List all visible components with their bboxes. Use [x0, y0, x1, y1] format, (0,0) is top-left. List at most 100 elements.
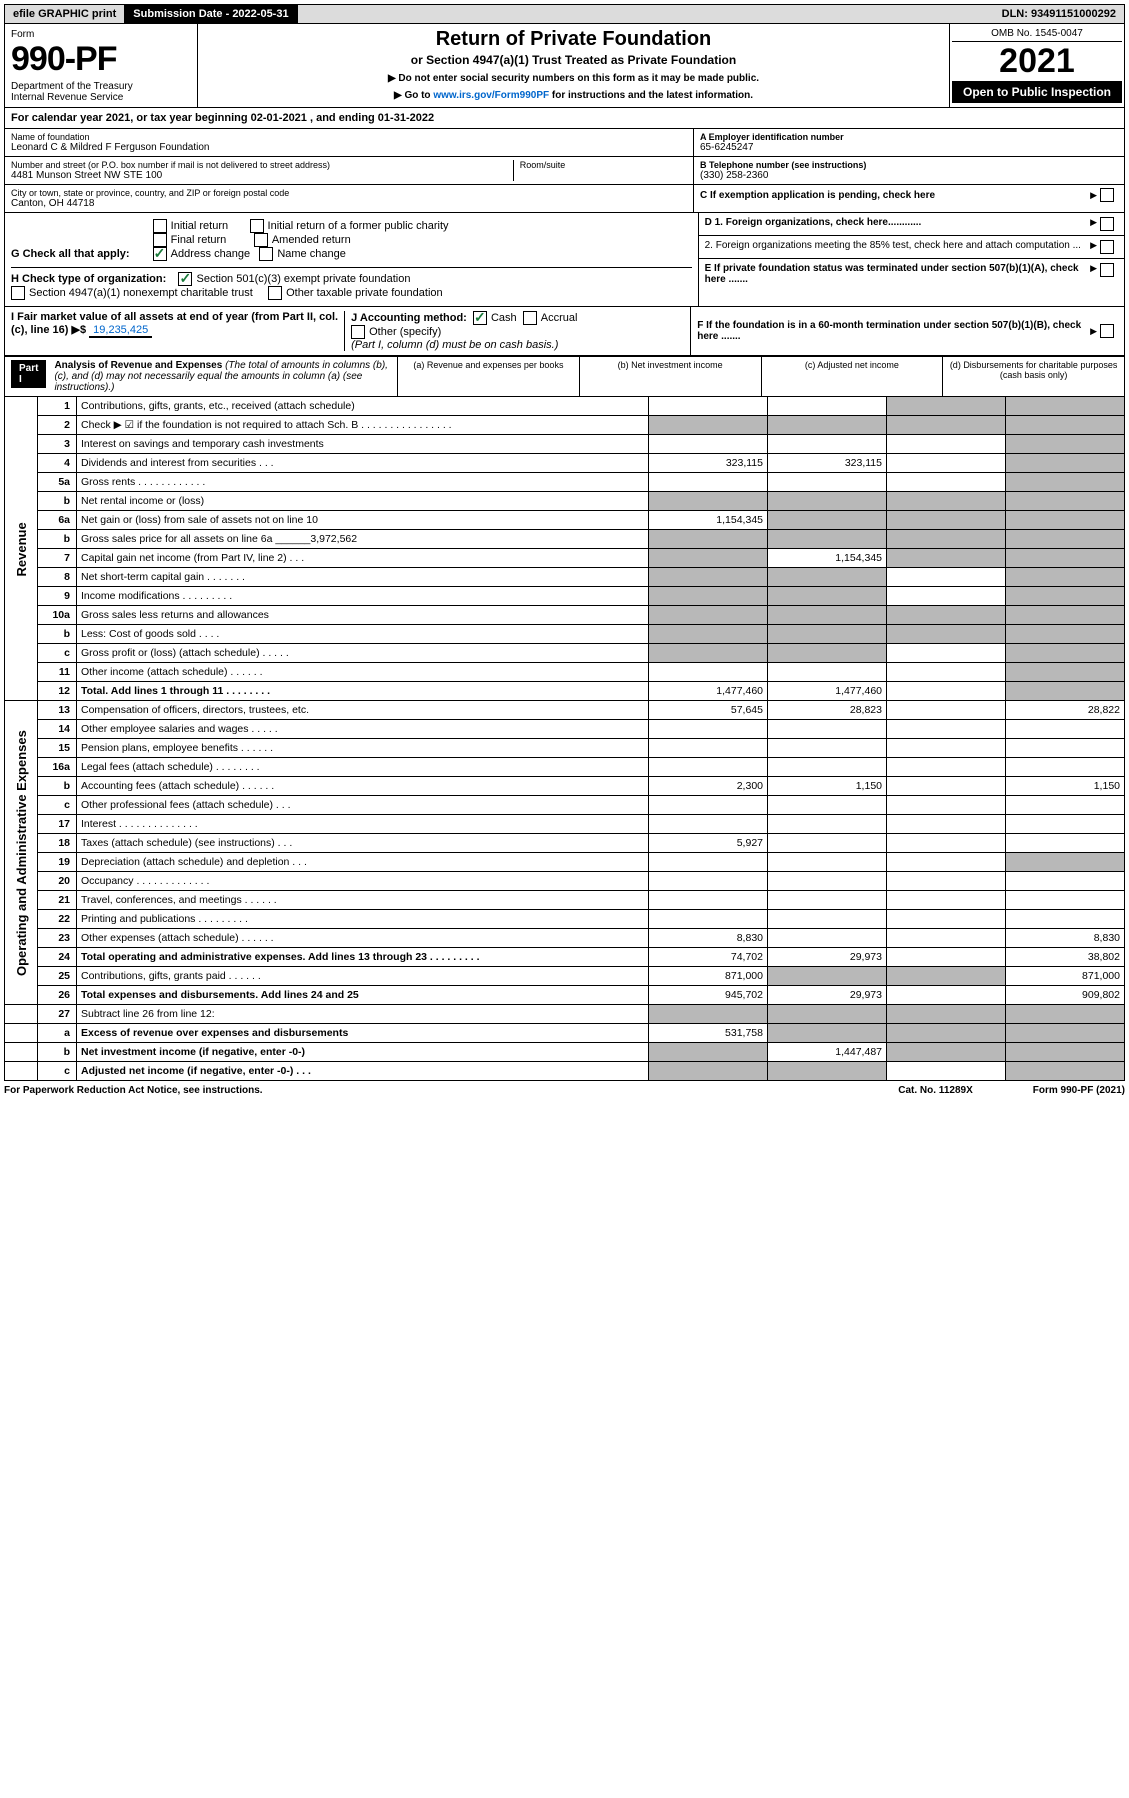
value-cell — [887, 644, 1006, 663]
f-checkbox[interactable] — [1100, 324, 1114, 338]
value-cell — [887, 397, 1006, 416]
value-cell — [1006, 625, 1125, 644]
value-cell — [1006, 568, 1125, 587]
c-label: C If exemption application is pending, c… — [700, 190, 1090, 201]
value-cell — [649, 549, 768, 568]
line-description: Net investment income (if negative, ente… — [77, 1043, 649, 1062]
g-amended-checkbox[interactable] — [254, 233, 268, 247]
phone-value: (330) 258-2360 — [700, 170, 1118, 181]
value-cell: 1,150 — [1006, 777, 1125, 796]
value-cell — [1006, 1024, 1125, 1043]
line-number: a — [38, 1024, 77, 1043]
value-cell — [887, 891, 1006, 910]
form-header: Form 990-PF Department of the Treasury I… — [4, 24, 1125, 108]
j-cash-checkbox[interactable] — [473, 311, 487, 325]
value-cell — [649, 473, 768, 492]
line-number: 3 — [38, 435, 77, 454]
value-cell — [768, 1024, 887, 1043]
line-description: Excess of revenue over expenses and disb… — [77, 1024, 649, 1043]
j-other-checkbox[interactable] — [351, 325, 365, 339]
col-c-header: (c) Adjusted net income — [761, 357, 943, 396]
omb-number: OMB No. 1545-0047 — [952, 26, 1122, 42]
value-cell: 1,154,345 — [649, 511, 768, 530]
g-address-checkbox[interactable] — [153, 247, 167, 261]
value-cell — [649, 1043, 768, 1062]
value-cell: 871,000 — [649, 967, 768, 986]
value-cell: 29,973 — [768, 986, 887, 1005]
value-cell — [649, 758, 768, 777]
line-number: 22 — [38, 910, 77, 929]
line-number: 13 — [38, 701, 77, 720]
d1-checkbox[interactable] — [1100, 217, 1114, 231]
phone-label: B Telephone number (see instructions) — [700, 160, 1118, 170]
value-cell — [887, 1043, 1006, 1062]
value-cell — [887, 492, 1006, 511]
line-description: Contributions, gifts, grants paid . . . … — [77, 967, 649, 986]
line-description: Total. Add lines 1 through 11 . . . . . … — [77, 682, 649, 701]
h-501c3-checkbox[interactable] — [178, 272, 192, 286]
value-cell: 1,447,487 — [768, 1043, 887, 1062]
value-cell — [887, 473, 1006, 492]
value-cell — [1006, 549, 1125, 568]
value-cell — [649, 796, 768, 815]
g-initial-checkbox[interactable] — [153, 219, 167, 233]
value-cell — [887, 967, 1006, 986]
c-checkbox[interactable] — [1100, 188, 1114, 202]
g-name-checkbox[interactable] — [259, 247, 273, 261]
line-description: Other professional fees (attach schedule… — [77, 796, 649, 815]
line-description: Other income (attach schedule) . . . . .… — [77, 663, 649, 682]
value-cell — [887, 530, 1006, 549]
value-cell — [1006, 682, 1125, 701]
line-description: Other expenses (attach schedule) . . . .… — [77, 929, 649, 948]
line-number: 23 — [38, 929, 77, 948]
value-cell — [649, 530, 768, 549]
city-state-zip: Canton, OH 44718 — [11, 198, 687, 209]
value-cell — [768, 606, 887, 625]
h-other-checkbox[interactable] — [268, 286, 282, 300]
col-d-header: (d) Disbursements for charitable purpose… — [942, 357, 1124, 396]
line-description: Gross sales price for all assets on line… — [77, 530, 649, 549]
line-number: c — [38, 1062, 77, 1081]
efile-label: efile GRAPHIC print — [5, 5, 125, 23]
value-cell: 57,645 — [649, 701, 768, 720]
line-number: c — [38, 644, 77, 663]
line-description: Net short-term capital gain . . . . . . … — [77, 568, 649, 587]
line-number: c — [38, 796, 77, 815]
instr-1: ▶ Do not enter social security numbers o… — [202, 73, 945, 84]
line-number: 26 — [38, 986, 77, 1005]
value-cell — [887, 1062, 1006, 1081]
instructions-link[interactable]: www.irs.gov/Form990PF — [433, 90, 549, 101]
j-accrual-checkbox[interactable] — [523, 311, 537, 325]
value-cell: 1,477,460 — [649, 682, 768, 701]
value-cell — [768, 758, 887, 777]
section-i-j-f: I Fair market value of all assets at end… — [4, 307, 1125, 356]
line-description: Interest on savings and temporary cash i… — [77, 435, 649, 454]
value-cell: 28,822 — [1006, 701, 1125, 720]
street-address: 4481 Munson Street NW STE 100 — [11, 170, 513, 181]
open-inspection: Open to Public Inspection — [952, 81, 1122, 103]
value-cell — [649, 568, 768, 587]
value-cell — [887, 720, 1006, 739]
form-footer: Form 990-PF (2021) — [1033, 1085, 1125, 1096]
value-cell — [887, 701, 1006, 720]
value-cell — [887, 625, 1006, 644]
instr-2: ▶ Go to www.irs.gov/Form990PF for instru… — [202, 90, 945, 101]
foundation-name: Leonard C & Mildred F Ferguson Foundatio… — [11, 142, 687, 153]
value-cell — [649, 1062, 768, 1081]
value-cell — [887, 435, 1006, 454]
value-cell — [768, 530, 887, 549]
form-number: 990-PF — [11, 40, 117, 78]
h-4947-checkbox[interactable] — [11, 286, 25, 300]
line-description: Check ▶ ☑ if the foundation is not requi… — [77, 416, 649, 435]
value-cell — [768, 663, 887, 682]
line-number: 15 — [38, 739, 77, 758]
line-description: Net rental income or (loss) — [77, 492, 649, 511]
g-former-checkbox[interactable] — [250, 219, 264, 233]
value-cell — [887, 796, 1006, 815]
d2-checkbox[interactable] — [1100, 240, 1114, 254]
e-checkbox[interactable] — [1100, 263, 1114, 277]
value-cell — [649, 397, 768, 416]
value-cell — [768, 644, 887, 663]
value-cell — [649, 644, 768, 663]
value-cell — [649, 872, 768, 891]
